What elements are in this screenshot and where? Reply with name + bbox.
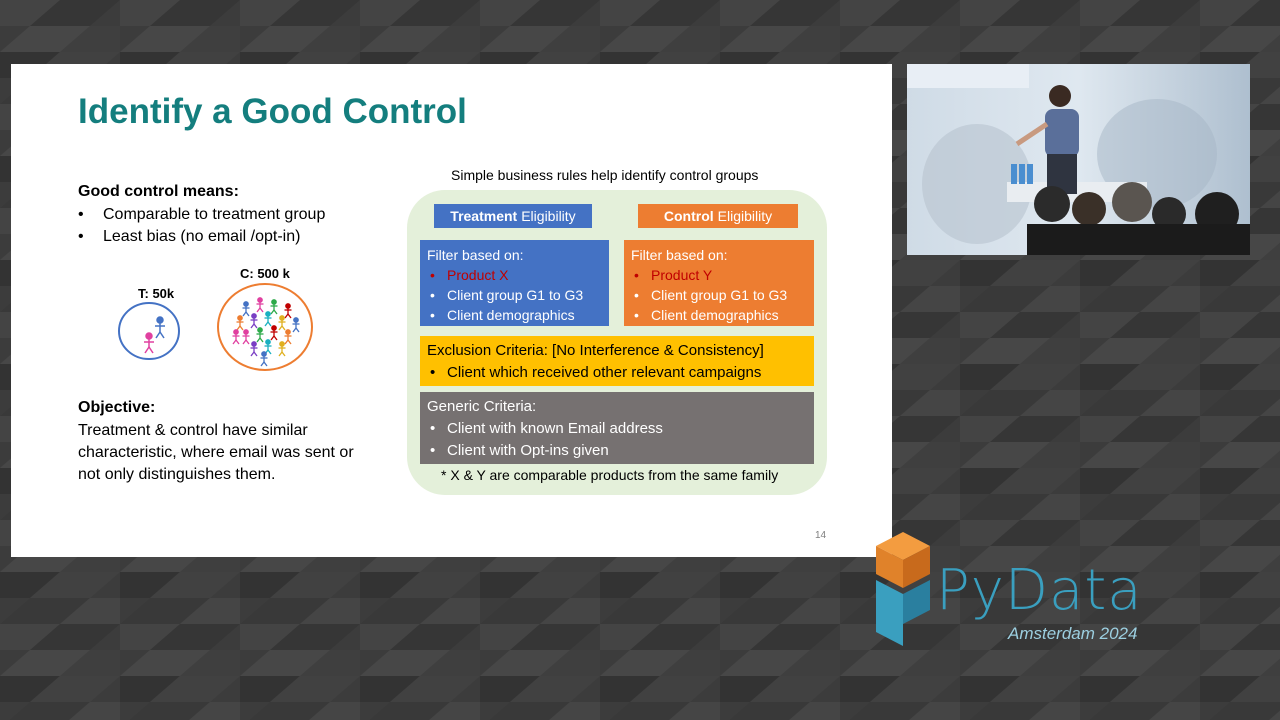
control-filter-box: Filter based on: Product Y Client group …	[624, 240, 814, 326]
generic-criteria-box: Generic Criteria: Client with known Emai…	[420, 392, 814, 464]
stick-figure-icon	[260, 351, 268, 367]
presentation-slide: Identify a Good Control Good control mea…	[11, 64, 892, 557]
stick-figure-icon	[232, 329, 240, 345]
generic-heading: Generic Criteria:	[427, 398, 537, 415]
generic-item: Client with known Email address	[427, 418, 814, 440]
stick-figure-icon	[284, 303, 292, 319]
good-control-bullet: Comparable to treatment group	[78, 204, 325, 226]
objective-text: Treatment & control have similar charact…	[78, 422, 354, 483]
stick-figure-icon	[292, 317, 300, 333]
control-group-icon	[217, 283, 313, 371]
treatment-group-label: T: 50k	[138, 286, 175, 301]
stick-figure-icon	[256, 327, 264, 343]
control-eligibility-header: Control Eligibility	[638, 204, 798, 228]
exclusion-heading: Exclusion Criteria: [No Interference & C…	[427, 342, 764, 359]
treatment-group-icon	[118, 302, 180, 360]
stick-figure-icon	[278, 315, 286, 331]
good-control-list: Comparable to treatment group Least bias…	[78, 204, 325, 248]
diagram-title: Simple business rules help identify cont…	[451, 167, 759, 183]
pydata-cube-icon	[876, 532, 930, 646]
generic-item: Client with Opt-ins given	[427, 440, 814, 462]
stick-figure-icon	[242, 329, 250, 345]
stick-figure-icon	[236, 315, 244, 331]
control-filter-item: Client demographics	[631, 305, 814, 325]
treatment-header-bold: Treatment	[450, 208, 518, 224]
stick-figure-icon	[270, 325, 278, 341]
stick-figure-icon	[284, 329, 292, 345]
good-control-heading: Good control means:	[78, 183, 239, 200]
control-filter-item: Product Y	[631, 265, 814, 285]
control-filter-heading: Filter based on:	[631, 247, 728, 263]
stick-figure-icon	[278, 341, 286, 357]
page-number: 14	[815, 530, 827, 541]
exclusion-item: Client which received other relevant cam…	[427, 362, 814, 384]
slide-title: Identify a Good Control	[78, 92, 467, 131]
diagram-footnote: * X & Y are comparable products from the…	[441, 467, 779, 483]
objective-heading: Objective:	[78, 399, 156, 416]
treatment-filter-item: Client demographics	[427, 305, 609, 325]
control-group-label: C: 500 k	[240, 266, 290, 281]
treatment-filter-box: Filter based on: Product X Client group …	[420, 240, 609, 326]
stick-figure-icon	[264, 311, 272, 327]
good-control-bullet: Least bias (no email /opt-in)	[78, 226, 325, 248]
control-header-bold: Control	[663, 208, 714, 224]
exclusion-criteria-box: Exclusion Criteria: [No Interference & C…	[420, 336, 814, 386]
speaker-camera-feed	[907, 64, 1250, 255]
stick-figure-icon	[270, 299, 278, 315]
stick-figure-icon	[250, 341, 258, 357]
control-header-rest: Eligibility	[717, 208, 773, 224]
treatment-filter-item: Client group G1 to G3	[427, 285, 609, 305]
event-name: Amsterdam 2024	[1008, 624, 1138, 643]
treatment-eligibility-header: Treatment Eligibility	[434, 204, 592, 228]
treatment-filter-item: Product X	[427, 265, 609, 285]
stick-figure-icon	[250, 313, 258, 329]
pydata-logo: PyData Amsterdam 2024	[872, 530, 1162, 650]
treatment-filter-heading: Filter based on:	[427, 247, 524, 263]
stick-figure-icon	[242, 301, 250, 317]
control-filter-item: Client group G1 to G3	[631, 285, 814, 305]
stick-figure-icon	[256, 297, 264, 313]
treatment-header-rest: Eligibility	[521, 208, 576, 224]
pydata-name: PyData	[936, 558, 1143, 623]
